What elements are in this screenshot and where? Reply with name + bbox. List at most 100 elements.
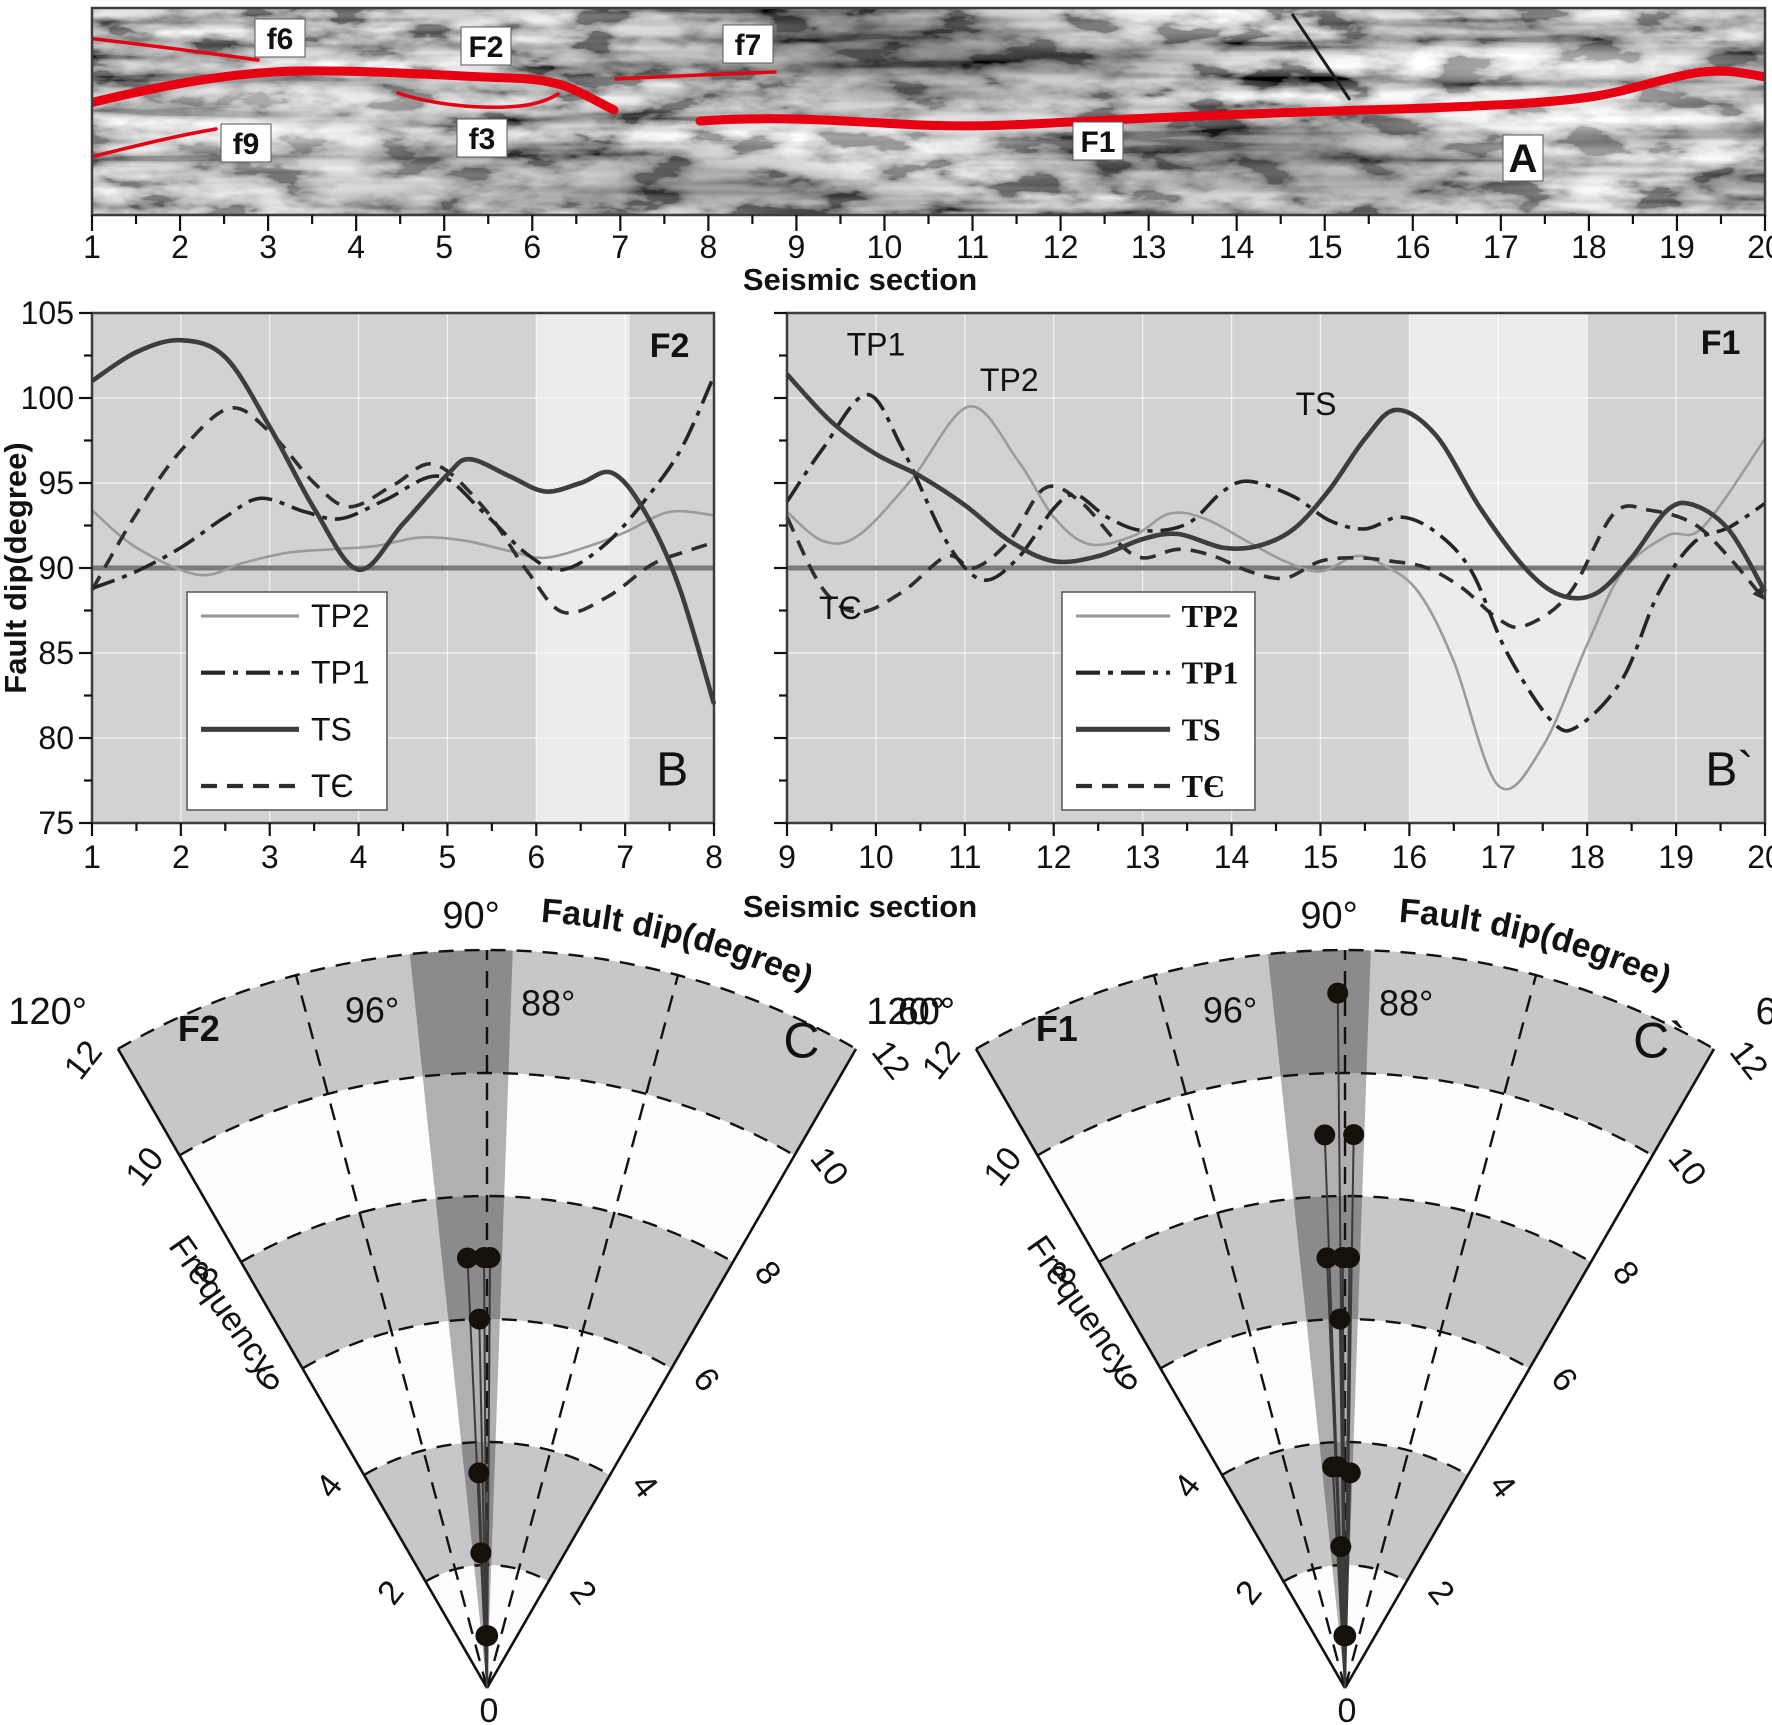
x-tick-label: 7 bbox=[611, 229, 629, 265]
freq-tick-left: 10 bbox=[118, 1140, 171, 1193]
angle-label-96: 96° bbox=[1203, 990, 1257, 1031]
fault-label-box-f6 bbox=[254, 18, 306, 58]
angle-label-88: 88° bbox=[521, 983, 575, 1024]
legend-label-TP1: TP1 bbox=[1182, 655, 1239, 691]
x-tick-label: 13 bbox=[1125, 839, 1161, 875]
fault-label-F1: F1 bbox=[1080, 126, 1115, 159]
fault-label-A: A bbox=[1509, 137, 1538, 181]
x-tick-label: 10 bbox=[858, 839, 894, 875]
data-point bbox=[1316, 1247, 1338, 1269]
x-tick-label: 9 bbox=[778, 839, 796, 875]
seismic-axis-title-b: Seismic section bbox=[742, 889, 978, 924]
fault-label-box-A bbox=[1502, 134, 1544, 182]
fault-label-box-f9 bbox=[220, 123, 272, 163]
lineament bbox=[1290, 13, 1352, 101]
legend-label-TP2: TP2 bbox=[311, 598, 370, 634]
fault-group-label: F1 bbox=[1701, 324, 1741, 362]
fault-label-f7: f7 bbox=[735, 29, 762, 62]
data-point bbox=[479, 1247, 501, 1269]
freq-tick-right: 10 bbox=[1661, 1140, 1714, 1193]
y-tick-label: 80 bbox=[38, 720, 74, 756]
seismic-axis-title-a: Seismic section bbox=[742, 262, 978, 297]
data-point bbox=[1343, 1124, 1365, 1146]
series-TP1 bbox=[785, 392, 1767, 733]
freq-tick-right: 8 bbox=[747, 1254, 789, 1292]
x-tick-label: 11 bbox=[948, 839, 981, 875]
freq-tick-right: 2 bbox=[1420, 1574, 1462, 1612]
x-tick-label: 20 bbox=[1747, 839, 1772, 875]
freq-tick-left: 10 bbox=[976, 1140, 1029, 1193]
freq-tick-left: 12 bbox=[57, 1033, 110, 1086]
fault-group-label: F2 bbox=[650, 327, 690, 365]
freq-tick-right: 4 bbox=[1482, 1467, 1524, 1505]
fault-label-f6: f6 bbox=[267, 23, 294, 56]
data-point bbox=[470, 1542, 492, 1564]
y-tick-label: 75 bbox=[38, 805, 74, 841]
legend-label-TP2: TP2 bbox=[1182, 598, 1239, 634]
panel-letter: C bbox=[783, 1012, 819, 1068]
curve-annotation-TЄ: TЄ bbox=[819, 590, 862, 626]
fault-label-box-f7 bbox=[722, 24, 774, 64]
x-tick-label: 4 bbox=[347, 229, 365, 265]
y-axis-title: Fault dip(degree) bbox=[0, 442, 33, 693]
fault-group-label: F2 bbox=[178, 1008, 220, 1049]
angle-label-60: 60° bbox=[898, 991, 955, 1033]
rose-diagram-f1: 22446688101012120120°90°60°96°88°F1C`Fre… bbox=[866, 895, 1772, 1725]
x-tick-label: 7 bbox=[616, 839, 634, 875]
legend bbox=[186, 591, 388, 811]
angle-label-90: 90° bbox=[1300, 895, 1357, 937]
legend bbox=[1061, 591, 1256, 811]
sector-boundaries bbox=[974, 1048, 1716, 1689]
fault-trace-f3 bbox=[396, 91, 560, 109]
x-tick-label: 17 bbox=[1483, 229, 1519, 265]
data-point bbox=[468, 1462, 490, 1484]
y-tick-label: 100 bbox=[21, 380, 74, 416]
freq-tick-right: 12 bbox=[1722, 1033, 1772, 1086]
data-point bbox=[1330, 1536, 1352, 1558]
data-point bbox=[1329, 1308, 1351, 1330]
curve-annotation-TP1: TP1 bbox=[847, 327, 906, 363]
fault-trace-f6 bbox=[92, 36, 260, 62]
angle-label-88: 88° bbox=[1379, 983, 1433, 1024]
fault-label-box-F1 bbox=[1072, 121, 1124, 161]
curve-annotation-TS: TS bbox=[1296, 386, 1337, 422]
x-tick-label: 18 bbox=[1571, 229, 1607, 265]
freq-tick-left: 4 bbox=[309, 1467, 351, 1505]
fault-label-box-F2 bbox=[460, 26, 512, 66]
x-tick-label: 4 bbox=[350, 839, 368, 875]
x-tick-label: 14 bbox=[1214, 839, 1250, 875]
x-tick-label: 14 bbox=[1219, 229, 1255, 265]
fault-trace-F1 bbox=[695, 66, 1765, 131]
legend-label-TЄ: TЄ bbox=[311, 768, 354, 804]
freq-tick-right: 4 bbox=[624, 1467, 666, 1505]
angle-label-96: 96° bbox=[345, 990, 399, 1031]
x-tick-label: 6 bbox=[523, 229, 541, 265]
x-tick-label: 15 bbox=[1307, 229, 1343, 265]
panel-letter: B bbox=[656, 744, 688, 797]
data-point bbox=[1335, 1625, 1357, 1647]
x-axis-ticks bbox=[90, 823, 716, 836]
data-point bbox=[477, 1625, 499, 1647]
x-tick-label: 20 bbox=[1747, 229, 1772, 265]
fault-trace-f9 bbox=[93, 127, 218, 158]
freq-tick-right: 6 bbox=[1543, 1361, 1585, 1399]
x-tick-label: 8 bbox=[699, 229, 717, 265]
angle-label-60: 60° bbox=[1756, 991, 1772, 1033]
x-tick-label: 17 bbox=[1480, 839, 1516, 875]
x-tick-label: 3 bbox=[261, 839, 279, 875]
fault-dip-chart-f1: TP1 TP2 TS TЄ F1 B` TP2 TP1 TS TЄ 9 10 11 12 13 14 15 16 1… bbox=[774, 311, 1772, 875]
fault-trace-f7 bbox=[614, 70, 777, 81]
data-point bbox=[1339, 1462, 1361, 1484]
fault-trace-F2 bbox=[92, 66, 619, 115]
x-tick-label: 1 bbox=[83, 839, 101, 875]
freq-tick-left: 4 bbox=[1167, 1467, 1209, 1505]
x-tick-label: 12 bbox=[1043, 229, 1079, 265]
freq-tick-left: 2 bbox=[1228, 1574, 1270, 1612]
x-tick-label: 13 bbox=[1131, 229, 1167, 265]
panel-letter: B` bbox=[1705, 744, 1753, 797]
freq-tick-left: 2 bbox=[370, 1574, 412, 1612]
fault-label-f3: f3 bbox=[469, 123, 496, 156]
x-tick-label: 2 bbox=[171, 229, 189, 265]
